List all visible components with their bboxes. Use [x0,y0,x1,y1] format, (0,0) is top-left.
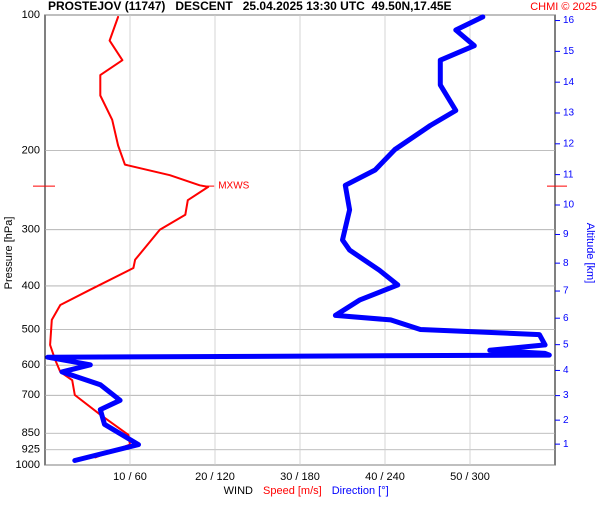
x-tick-label: 30 / 180 [280,471,320,483]
y-tick-label: 100 [22,9,40,21]
mxws-label: MXWS [218,181,249,192]
y-tick-label: 850 [22,427,40,439]
y2-tick-label: 6 [563,313,569,324]
y2-tick-label: 12 [563,138,575,149]
y-tick-label: 600 [22,359,40,371]
chart-title: PROSTEJOV (11747) DESCENT 25.04.2025 13:… [48,0,452,13]
y2-tick-label: 1 [563,439,569,450]
x-axis-label: WIND [224,485,253,497]
y2-tick-label: 14 [563,77,575,88]
y2-tick-label: 10 [563,200,575,211]
profile-line [45,14,552,463]
legend-entry: Speed [m/s] [263,485,322,497]
y-axis-label: Pressure [hPa] [3,217,15,290]
y2-axis-label: Altitude [km] [584,223,596,284]
y-tick-label: 700 [22,389,40,401]
credit: CHMI © 2025 [530,1,597,13]
y-tick-label: 300 [22,224,40,236]
legend-entry: Direction [°] [332,485,389,497]
y2-tick-label: 8 [563,258,569,269]
y-tick-label: 200 [22,144,40,156]
x-tick-label: 10 / 60 [113,471,147,483]
y2-tick-label: 9 [563,229,569,240]
y2-tick-label: 7 [563,286,569,297]
x-tick-label: 40 / 240 [365,471,405,483]
profile-line [49,15,210,459]
y-tick-label: 500 [22,323,40,335]
x-tick-label: 20 / 120 [195,471,235,483]
y2-tick-label: 11 [563,169,574,180]
y2-tick-label: 5 [563,339,569,350]
y2-tick-label: 13 [563,108,575,119]
y-tick-label: 1000 [16,459,40,471]
y2-tick-label: 2 [563,415,569,426]
y2-tick-label: 3 [563,390,569,401]
y-tick-label: 400 [22,280,40,292]
y2-tick-label: 16 [563,15,575,26]
y-tick-label: 925 [22,444,40,456]
y2-tick-label: 4 [563,365,569,376]
y2-tick-label: 15 [563,46,575,57]
x-tick-label: 50 / 300 [450,471,490,483]
